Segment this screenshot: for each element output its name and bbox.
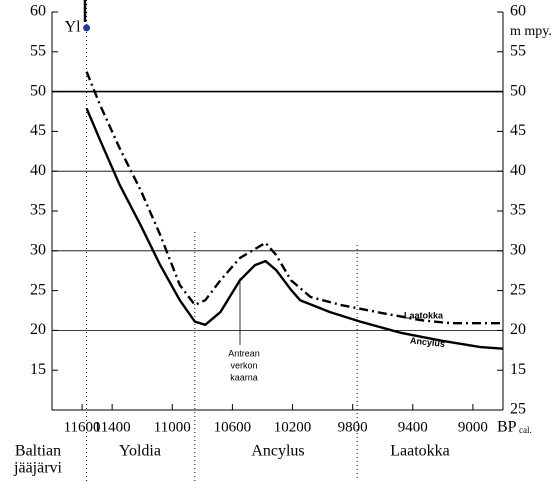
period-label: Baltian [15, 443, 61, 460]
y-tick-label: 30 [30, 241, 46, 258]
series-line [85, 107, 504, 350]
series-label: Ancylus [410, 335, 446, 349]
period-label: Yoldia [119, 443, 161, 460]
y-tick-label: 25 [30, 281, 46, 298]
y-tick-label: 55 [30, 42, 46, 59]
y2-tick-label: 15 [510, 361, 526, 378]
y-tick-label: 35 [30, 202, 46, 219]
annotation-text: kaarna [230, 372, 258, 382]
x-tick-label: 9800 [338, 419, 368, 435]
y2-tick-label: 30 [510, 241, 526, 258]
x-tick-label: 9400 [398, 419, 428, 435]
y2-tick-label: 20 [510, 321, 526, 338]
y2-tick-label: 25 [510, 401, 526, 418]
x-tick-label: 11600 [64, 419, 101, 435]
point [83, 24, 91, 32]
y2-tick-label: 60 [510, 3, 526, 20]
annotation-text: Antrean [228, 348, 260, 358]
period-label: Laatokka [390, 443, 450, 460]
y2-tick-label: 55 [510, 42, 526, 59]
y2-axis-label: m mpy. [510, 24, 552, 39]
annotation-text: verkon [230, 360, 257, 370]
series-line [85, 71, 503, 325]
series-label: Laatokka [404, 310, 444, 320]
y-tick-label: 45 [30, 122, 46, 139]
x-tick-label: 11000 [154, 419, 191, 435]
y2-tick-label: 35 [510, 202, 526, 219]
period-label: Ancylus [251, 443, 304, 460]
x-tick-label: 9000 [458, 419, 488, 435]
y-tick-label: 40 [30, 162, 46, 179]
x-tick-label: 11400 [94, 419, 131, 435]
y2-tick-label: 45 [510, 122, 526, 139]
y-tick-label: 60 [30, 3, 46, 20]
y2-tick-label: 50 [510, 82, 526, 99]
point-label: Yl [65, 19, 82, 36]
y-tick-label: 50 [30, 82, 46, 99]
y-tick-label: 20 [30, 321, 46, 338]
x-tick-label: 10600 [214, 419, 252, 435]
period-label: jääjärvi [13, 460, 63, 477]
y2-tick-label: 40 [510, 162, 526, 179]
y-tick-label: 15 [30, 361, 46, 378]
x-axis-label: BP [497, 419, 517, 436]
x-axis-label-sub: cal. [519, 425, 532, 435]
x-tick-label: 10200 [274, 419, 312, 435]
y2-tick-label: 25 [510, 281, 526, 298]
